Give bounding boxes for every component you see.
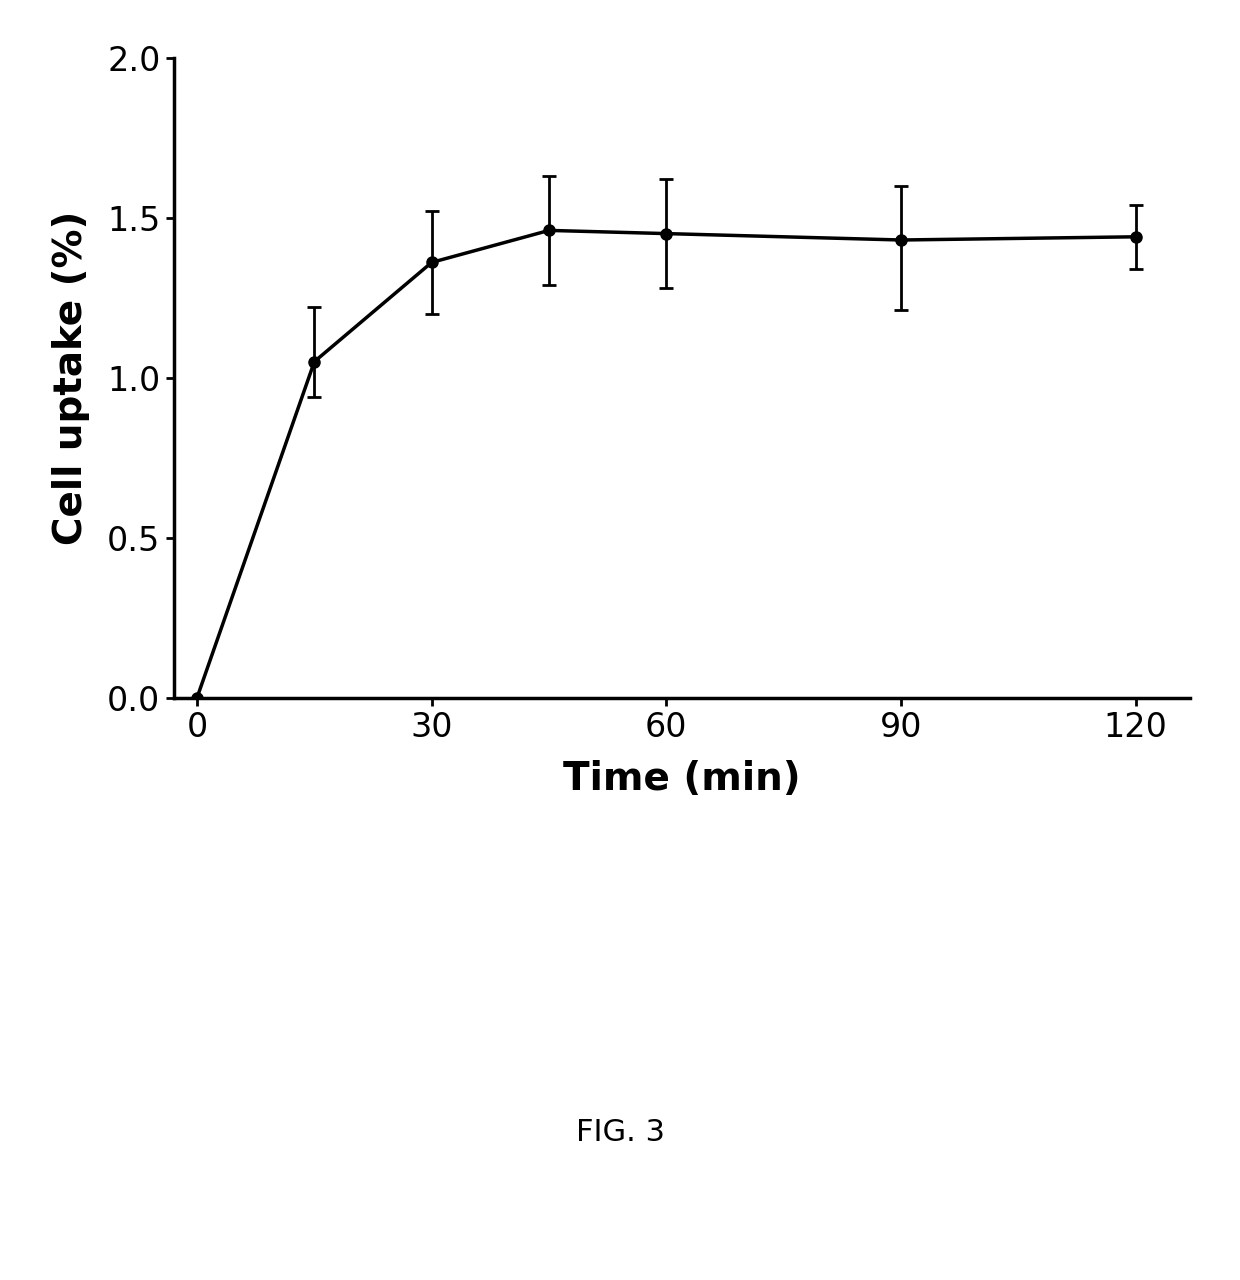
X-axis label: Time (min): Time (min) (563, 760, 801, 799)
Y-axis label: Cell uptake (%): Cell uptake (%) (52, 210, 91, 545)
Text: FIG. 3: FIG. 3 (575, 1119, 665, 1147)
